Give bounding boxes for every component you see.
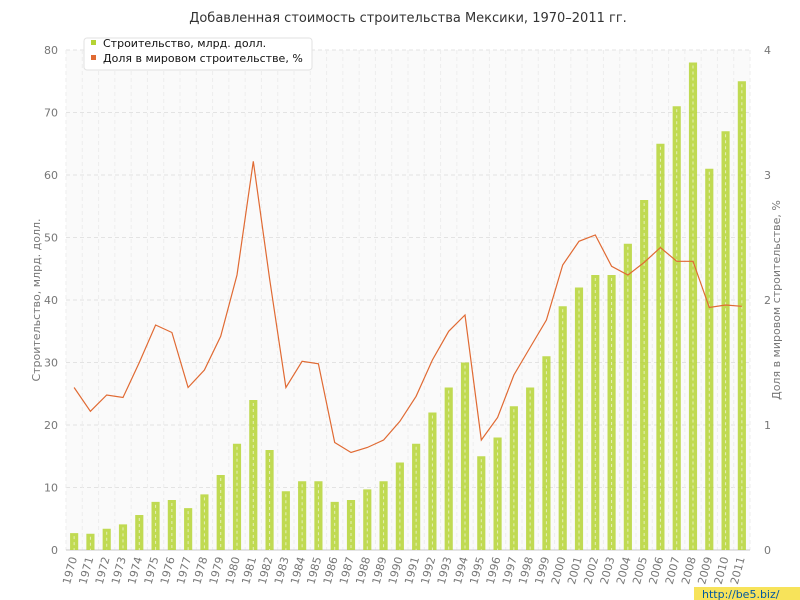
- bar: [428, 412, 437, 550]
- y-tick-label-left: 50: [44, 232, 58, 245]
- bar: [542, 356, 551, 550]
- y-tick-label-right: 4: [764, 44, 771, 57]
- y-tick-label-right: 2: [764, 294, 771, 307]
- bar: [167, 500, 176, 550]
- bar: [184, 508, 193, 550]
- bar: [151, 501, 160, 550]
- bar: [118, 524, 128, 550]
- y-tick-label-right: 1: [764, 419, 771, 432]
- bar: [216, 475, 225, 550]
- bar: [558, 306, 567, 550]
- legend-swatch-construction: [91, 40, 96, 45]
- bar-series: [70, 62, 746, 550]
- y-tick-label-left: 70: [44, 107, 58, 120]
- chart-title: Добавленная стоимость строительства Мекс…: [189, 11, 627, 26]
- bar: [265, 450, 274, 550]
- bar: [70, 533, 79, 550]
- y-tick-label-right: 3: [764, 169, 771, 182]
- bar: [346, 500, 356, 550]
- watermark-link[interactable]: http://be5.biz/: [702, 588, 780, 600]
- bar: [640, 200, 649, 550]
- legend-label-world-share: Доля в мировом строительстве, %: [103, 52, 303, 65]
- left-y-axis-label: Строительство, млрд. долл.: [30, 218, 43, 381]
- y-tick-label-left: 30: [44, 357, 58, 370]
- right-y-axis-label: Доля в мировом строительстве, %: [770, 200, 783, 400]
- grid: [65, 49, 751, 551]
- line-path: [73, 161, 742, 454]
- bar: [330, 501, 339, 550]
- watermark-background: [694, 587, 800, 600]
- legend-box: [83, 37, 313, 71]
- bar: [493, 437, 502, 550]
- bar: [737, 81, 746, 550]
- line-series: [73, 161, 742, 454]
- right-y-axis-ticks: 0 1 2 3 4: [764, 44, 771, 557]
- bar: [86, 533, 95, 550]
- left-y-axis-ticks: 0 10 20 30 40 50 60 70 80: [44, 44, 58, 557]
- y-tick-label-left: 40: [44, 294, 58, 307]
- y-tick-label-left: 20: [44, 419, 58, 432]
- y-tick-label-left: 0: [51, 544, 58, 557]
- bar: [363, 489, 372, 550]
- y-tick-label-left: 80: [44, 44, 58, 57]
- legend-label-construction: Строительство, млрд. долл.: [103, 37, 266, 50]
- legend: Строительство, млрд. долл. Доля в мирово…: [83, 37, 313, 71]
- y-tick-label-left: 60: [44, 169, 58, 182]
- bar: [395, 462, 404, 550]
- y-tick-label-right: 0: [764, 544, 771, 557]
- legend-swatch-world-share: [91, 55, 96, 60]
- y-tick-label-left: 10: [44, 482, 58, 495]
- watermark[interactable]: http://be5.biz/: [694, 587, 800, 600]
